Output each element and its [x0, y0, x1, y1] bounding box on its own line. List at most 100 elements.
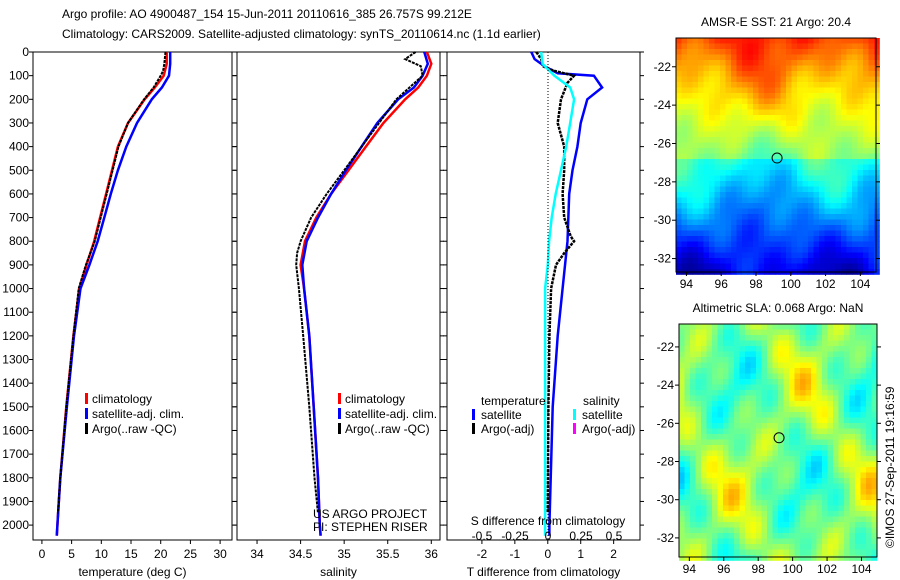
heatmap-cell [819, 131, 825, 138]
heatmap-cell [866, 384, 872, 391]
heatmap-cell [725, 137, 732, 143]
heatmap-cell [800, 483, 806, 490]
heatmap-cell [827, 445, 834, 451]
heatmap-cell [756, 379, 762, 385]
heatmap-cell [830, 159, 836, 165]
heatmap-cell [775, 43, 781, 50]
heatmap-cell [736, 159, 743, 165]
heatmap-cell [830, 197, 836, 204]
heatmap-cell [802, 203, 809, 209]
heatmap-cell [808, 258, 814, 264]
heatmap-cell [731, 49, 737, 55]
heatmap-cell [835, 241, 842, 248]
heatmap-cell [761, 362, 768, 369]
heatmap-cell [723, 522, 729, 528]
heatmap-cell [692, 170, 699, 176]
heatmap-cell [819, 82, 825, 88]
heatmap-cell [764, 192, 770, 198]
heatmap-cell [745, 335, 751, 341]
heatmap-cell [816, 439, 823, 446]
heatmap-cell [747, 208, 754, 215]
heatmap-cell [690, 368, 696, 374]
heatmap-cell [811, 379, 817, 385]
heatmap-cell [701, 428, 707, 435]
heatmap-cell [761, 555, 768, 561]
legend-swatch [472, 409, 475, 420]
heatmap-cell [728, 346, 735, 352]
heatmap-cell [830, 98, 836, 105]
heatmap-cell [830, 93, 836, 99]
heatmap-cell [712, 428, 718, 435]
heatmap-cell [690, 401, 696, 407]
heatmap-cell [736, 93, 743, 99]
heatmap-cell [687, 76, 693, 83]
heatmap-cell [860, 335, 867, 341]
heatmap-cell [852, 186, 858, 193]
heatmap-cell [844, 544, 850, 550]
heatmap-cell [725, 225, 732, 231]
heatmap-cell [731, 170, 737, 176]
heatmap-cell [800, 423, 806, 429]
heatmap-cell [789, 511, 795, 517]
heatmap-cell [725, 192, 732, 198]
heatmap-cell [855, 373, 861, 380]
heatmap-cell [747, 225, 754, 231]
heatmap-cell [827, 401, 834, 407]
heatmap-cell [764, 164, 770, 171]
heatmap-cell [758, 60, 765, 66]
heatmap-cell [857, 247, 864, 253]
heatmap-cell [808, 109, 814, 116]
heatmap-cell [679, 511, 685, 517]
heatmap-cell [734, 362, 740, 369]
heatmap-cell [844, 368, 850, 374]
heatmap-cell [723, 511, 729, 517]
heatmap-cell [824, 175, 831, 182]
heatmap-cell [742, 225, 748, 231]
heatmap-cell [844, 423, 850, 429]
heatmap-cell [731, 252, 737, 259]
heatmap-cell [786, 49, 792, 55]
heatmap-cell [808, 71, 814, 77]
heatmap-cell [852, 142, 858, 149]
heatmap-cell [690, 538, 696, 545]
heatmap-cell [734, 461, 740, 468]
heatmap-cell [767, 456, 773, 462]
heatmap-cell [701, 522, 707, 528]
heatmap-cell [838, 549, 845, 556]
heatmap-cell [857, 181, 864, 187]
heatmap-cell [684, 395, 691, 402]
heatmap-cell [860, 417, 867, 424]
legend-label: satellite [582, 408, 623, 422]
heatmap-cell [712, 362, 718, 369]
heatmap-cell [789, 351, 795, 358]
heatmap-cell [676, 65, 682, 72]
heatmap-cell [871, 494, 878, 501]
heatmap-cell [761, 445, 768, 451]
heatmap-cell [712, 527, 718, 534]
heatmap-cell [844, 395, 850, 402]
heatmap-cell [838, 478, 845, 484]
heatmap-cell [742, 214, 748, 220]
heatmap-cell [764, 258, 770, 264]
heatmap-cell [723, 527, 729, 534]
heatmap-cell [772, 489, 779, 495]
heatmap-cell [695, 456, 702, 462]
heatmap-cell [767, 373, 773, 380]
heatmap-cell [780, 170, 787, 176]
heatmap-cell [816, 324, 823, 330]
heatmap-cell [786, 120, 792, 127]
heatmap-cell [789, 505, 795, 512]
heatmap-cell [698, 203, 704, 209]
heatmap-cell [725, 148, 732, 154]
heatmap-cell [778, 351, 784, 358]
heatmap-cell [827, 450, 834, 457]
heatmap-cell [863, 38, 869, 44]
heatmap-cell [813, 115, 820, 121]
heatmap-cell [761, 544, 768, 550]
heatmap-cell [800, 324, 806, 330]
heatmap-cell [874, 98, 880, 105]
heatmap-cell [871, 335, 878, 341]
heatmap-cell [767, 467, 773, 473]
heatmap-cell [824, 76, 831, 83]
heatmap-cell [808, 93, 814, 99]
